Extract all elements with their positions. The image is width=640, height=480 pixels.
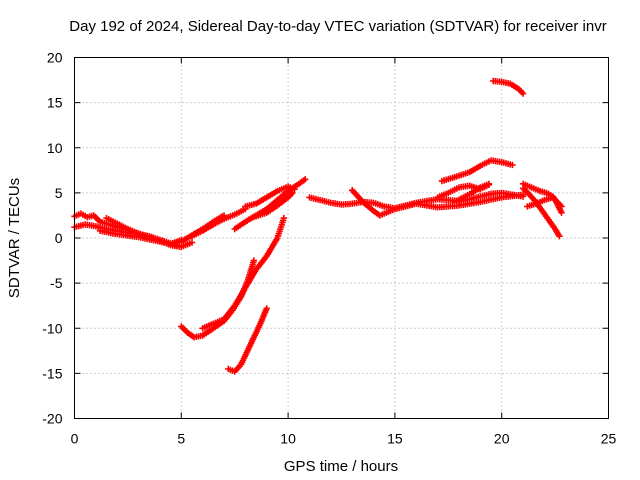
y-tick-label: 15 xyxy=(47,95,63,111)
data-point-markers xyxy=(96,227,181,249)
series-track-h xyxy=(178,257,258,341)
data-point-markers xyxy=(199,214,287,332)
y-axis-label: SDTVAR / TECUs xyxy=(6,178,23,298)
x-tick-label: 10 xyxy=(280,431,296,447)
y-tick-label: -10 xyxy=(42,320,62,336)
data-point-markers xyxy=(231,176,309,233)
data-point-markers xyxy=(252,189,296,220)
series-track-f xyxy=(242,183,298,210)
data-points xyxy=(71,77,565,375)
series-track-n xyxy=(438,157,516,185)
series-track-o xyxy=(451,180,493,206)
series-track-t xyxy=(96,227,181,249)
data-point-markers xyxy=(438,157,516,185)
data-point-markers xyxy=(225,305,270,375)
data-point-markers xyxy=(451,180,493,206)
x-tick-label: 0 xyxy=(71,431,79,447)
data-point-markers xyxy=(178,257,258,341)
y-tick-label: -15 xyxy=(42,365,62,381)
data-point-markers xyxy=(490,77,527,97)
chart-title: Day 192 of 2024, Sidereal Day-to-day VTE… xyxy=(69,18,606,35)
series-track-e xyxy=(231,176,309,233)
x-axis-label: GPS time / hours xyxy=(284,458,398,475)
series-track-d xyxy=(188,205,249,240)
x-tick-label: 25 xyxy=(601,431,617,447)
data-point-markers xyxy=(524,194,565,210)
y-tick-label: 5 xyxy=(55,185,63,201)
data-point-markers xyxy=(242,183,298,210)
series-track-j xyxy=(225,305,270,375)
series-track-p xyxy=(490,77,527,97)
series-track-g xyxy=(252,189,296,220)
series-track-q xyxy=(519,185,563,240)
y-tick-label: 20 xyxy=(47,50,63,66)
y-tick-label: -5 xyxy=(50,275,63,291)
y-tick-label: -20 xyxy=(42,411,62,427)
series-track-s xyxy=(524,194,565,210)
series-track-l xyxy=(349,187,527,219)
data-point-markers xyxy=(188,205,249,240)
tick-labels: 0 5 10 15 20 25 -20 -15 -10 -5 0 5 10 15 20 xyxy=(42,50,616,447)
x-tick-label: 5 xyxy=(177,431,185,447)
series-track-i xyxy=(199,214,287,332)
data-point-markers xyxy=(519,185,563,240)
axis-ticks xyxy=(74,57,609,419)
data-point-markers xyxy=(349,187,527,219)
x-tick-label: 15 xyxy=(387,431,403,447)
y-tick-label: 0 xyxy=(55,230,63,246)
x-tick-label: 20 xyxy=(494,431,510,447)
y-tick-label: 10 xyxy=(47,140,63,156)
